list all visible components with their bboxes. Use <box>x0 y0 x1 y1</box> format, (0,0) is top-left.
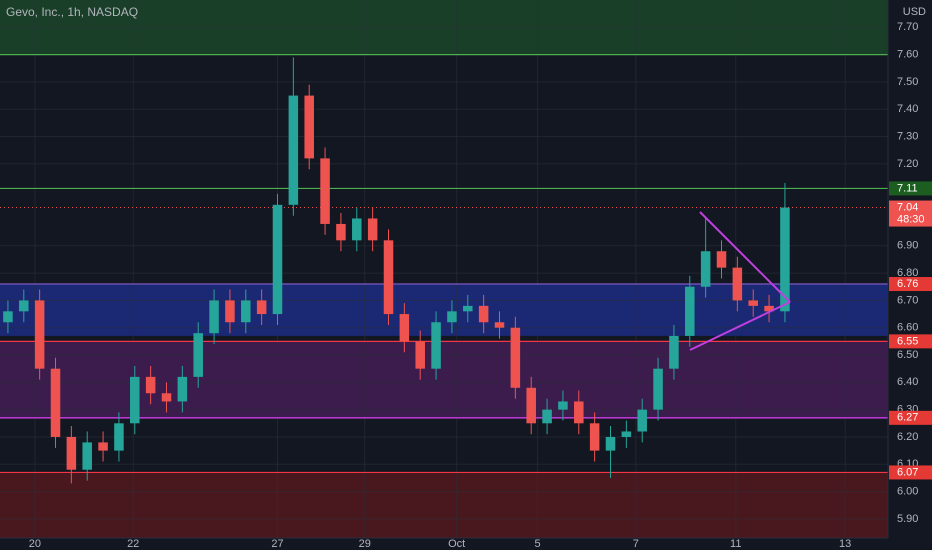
x-tick-label: 22 <box>127 538 139 550</box>
last-price-label: 7.04 <box>897 201 918 213</box>
candle-body <box>82 442 92 470</box>
level-label: 6.07 <box>897 466 918 478</box>
candle-body <box>50 368 61 437</box>
y-tick-label: 6.70 <box>897 294 918 306</box>
y-tick-label: 6.90 <box>897 240 918 252</box>
y-tick-label: 6.80 <box>897 267 918 279</box>
candle-body <box>19 300 29 312</box>
chart-title: Gevo, Inc., 1h, NASDAQ <box>6 5 138 19</box>
candle-body <box>225 300 235 323</box>
x-tick-label: 27 <box>271 538 283 550</box>
countdown: 48:30 <box>897 213 925 225</box>
y-tick-label: 7.60 <box>897 49 918 61</box>
candle-body <box>320 158 330 224</box>
x-tick-label: 20 <box>29 538 41 550</box>
price-axis <box>888 0 932 550</box>
level-label-bg <box>889 410 932 425</box>
candle-body <box>574 401 584 424</box>
candle-body <box>700 251 711 287</box>
x-tick-label: Oct <box>448 538 465 550</box>
candle-body <box>272 204 283 315</box>
y-tick-label: 5.90 <box>897 513 918 525</box>
last-price-bg <box>889 200 932 227</box>
x-tick-label: 5 <box>534 538 540 550</box>
candle-body <box>605 436 616 451</box>
y-tick-label: 6.20 <box>897 431 918 443</box>
x-tick-label: 29 <box>359 538 371 550</box>
candle-body <box>463 305 473 312</box>
y-tick-label: 7.20 <box>897 158 918 170</box>
candle-body <box>526 387 536 424</box>
y-tick-label: 7.40 <box>897 103 918 115</box>
candle-body <box>98 442 108 451</box>
zone <box>0 472 888 538</box>
candle-body <box>352 218 362 241</box>
y-tick-label: 6.50 <box>897 349 918 361</box>
level-label-bg <box>889 334 932 349</box>
candle-body <box>732 267 743 301</box>
candle-body <box>637 409 647 432</box>
candle-body <box>716 251 727 268</box>
y-tick-label: 7.30 <box>897 130 918 142</box>
level-label-bg <box>889 181 932 196</box>
candle-body <box>447 311 457 323</box>
candle-body <box>241 300 251 323</box>
candle-body <box>415 341 425 369</box>
candle-body <box>66 436 77 470</box>
candle-body <box>685 286 695 336</box>
candle-body <box>780 207 790 312</box>
candle-body <box>558 401 568 410</box>
candle-body <box>748 300 758 306</box>
level-label: 6.76 <box>897 278 918 290</box>
currency: USD <box>903 6 926 18</box>
candle-body <box>130 376 140 424</box>
candle-body <box>3 311 13 323</box>
candle-body <box>478 305 489 323</box>
level-label: 6.55 <box>897 335 918 347</box>
candle-body <box>336 223 346 241</box>
candle-body <box>764 305 774 312</box>
candle-body <box>653 368 663 410</box>
candle-body <box>621 431 632 437</box>
candle-body <box>161 393 172 402</box>
candle-body <box>34 300 45 369</box>
candle-body <box>193 333 203 377</box>
candle-body <box>114 423 124 451</box>
candle-body <box>399 314 410 342</box>
candle-body <box>367 218 378 241</box>
x-tick-label: 11 <box>730 538 741 550</box>
y-tick-label: 6.40 <box>897 376 918 388</box>
candle-body <box>589 423 600 451</box>
y-tick-label: 7.70 <box>897 21 918 33</box>
candle-body <box>256 300 267 315</box>
trendlines <box>689 211 791 351</box>
y-tick-label: 7.50 <box>897 76 918 88</box>
x-tick-label: 7 <box>633 538 639 550</box>
candle-body <box>209 300 219 334</box>
candle-body <box>542 409 552 424</box>
x-tick-label: 13 <box>839 538 851 550</box>
candle-body <box>431 322 441 369</box>
level-label: 7.11 <box>897 182 918 194</box>
candle-body <box>669 335 679 369</box>
level-label-bg <box>889 465 932 480</box>
candle-body <box>145 376 156 394</box>
candle-body <box>510 327 521 388</box>
candle-body <box>288 95 299 205</box>
y-tick-label: 6.60 <box>897 322 918 334</box>
candle-body <box>177 376 188 402</box>
level-label-bg <box>889 277 932 292</box>
candle-body <box>383 240 394 315</box>
candle-body <box>494 322 505 328</box>
candle-body <box>304 95 314 159</box>
y-tick-label: 6.00 <box>897 485 918 497</box>
level-label: 6.27 <box>897 412 918 424</box>
